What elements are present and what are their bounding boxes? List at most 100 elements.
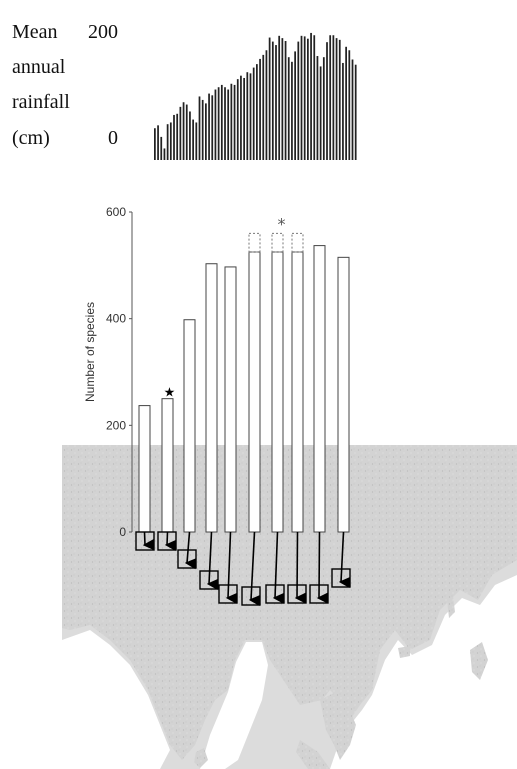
rainfall-bar	[236, 79, 239, 160]
star-marker: ★	[164, 386, 176, 401]
species-markers: ★*	[164, 214, 286, 400]
rainfall-bar	[351, 59, 354, 160]
species-axis: 600 400 200 0 Number of species	[83, 205, 133, 539]
rainfall-bars	[154, 32, 357, 161]
rainfall-bar	[307, 38, 309, 161]
rainfall-label-line-3: rainfall	[12, 91, 70, 113]
species-bar	[337, 256, 350, 533]
rainfall-bar	[205, 103, 207, 160]
rainfall-bar	[166, 124, 169, 160]
rainfall-label-line-1: Mean	[12, 21, 58, 43]
rainfall-bar	[227, 89, 230, 160]
site-arrow	[206, 531, 219, 591]
rainfall-bar	[198, 96, 201, 160]
rainfall-bar	[211, 95, 214, 160]
site-arrow	[248, 531, 261, 607]
species-bar	[205, 263, 218, 533]
species-y-axis-title: Number of species	[83, 302, 97, 402]
rainfall-bar	[185, 104, 188, 160]
rainfall-bar	[243, 77, 245, 160]
map-sea-bengal	[200, 642, 268, 769]
rainfall-bar	[281, 38, 284, 160]
rainfall-bar	[259, 58, 261, 160]
rainfall-bar	[224, 87, 226, 160]
rainfall-bar	[348, 50, 351, 161]
map-sea-arabian	[62, 630, 170, 769]
rainfall-bar	[240, 75, 242, 160]
rainfall-bar	[214, 89, 217, 160]
species-bar	[138, 405, 151, 533]
rainfall-bar	[316, 56, 319, 160]
rainfall-bar	[313, 35, 316, 160]
rainfall-bar	[246, 72, 249, 160]
rainfall-bar	[256, 64, 258, 160]
rainfall-bar	[182, 102, 185, 160]
rainfall-tick-bottom: 0	[108, 127, 118, 149]
species-bar	[271, 251, 284, 533]
rainfall-bar	[154, 128, 156, 160]
map-island-taiwan	[447, 596, 455, 618]
rainfall-bar	[179, 106, 182, 160]
rainfall-bar	[201, 99, 204, 160]
rainfall-bar	[284, 41, 287, 161]
species-bar	[224, 266, 237, 533]
map-island-philippines	[470, 642, 488, 680]
rainfall-bar	[173, 114, 175, 160]
map-background	[62, 445, 517, 769]
species-bar-dashed-extension	[291, 232, 304, 253]
rainfall-bar	[297, 41, 300, 161]
rainfall-bar	[319, 66, 322, 160]
species-arrows	[135, 531, 351, 607]
species-bar	[313, 245, 326, 533]
species-bar	[183, 319, 196, 533]
rainfall-bar	[265, 50, 268, 161]
site-arrow	[338, 531, 351, 589]
species-bar	[248, 251, 261, 533]
rainfall-bar	[326, 42, 328, 160]
species-y-tick-label: 200	[106, 418, 126, 432]
rainfall-bar	[192, 119, 194, 160]
rainfall-bar	[345, 46, 347, 160]
rainfall-bar	[275, 45, 277, 161]
map-indochina	[320, 692, 356, 760]
map-sea-southchina	[330, 575, 517, 769]
asterisk-marker: *	[278, 214, 286, 233]
rainfall-bar	[157, 125, 159, 160]
rainfall-bar	[291, 61, 293, 161]
species-bar-dashed-extension	[271, 232, 284, 253]
rainfall-tick-top: 200	[88, 21, 118, 43]
site-arrow	[294, 531, 307, 604]
rainfall-bar	[252, 67, 255, 160]
rainfall-bar	[169, 122, 172, 160]
species-bar	[291, 251, 304, 533]
species-bar	[161, 398, 174, 533]
rainfall-bar	[189, 111, 191, 160]
rainfall-bar	[338, 39, 341, 160]
species-bar-dashed-extension	[248, 232, 261, 253]
rainfall-bar	[249, 73, 252, 160]
map-island-hainan	[398, 646, 410, 658]
rainfall-bar	[294, 51, 296, 160]
rainfall-bar	[217, 87, 220, 160]
rainfall-bar	[303, 36, 306, 160]
site-arrow	[272, 531, 285, 604]
rainfall-bar	[278, 35, 281, 160]
rainfall-bar	[335, 38, 338, 160]
species-bars	[138, 232, 350, 533]
rainfall-bar	[310, 32, 312, 160]
rainfall-bar	[329, 35, 332, 160]
site-arrow	[164, 531, 177, 551]
site-arrow	[225, 531, 238, 604]
site-arrow	[184, 531, 197, 570]
rainfall-bar	[300, 35, 303, 160]
rainfall-label-line-4: (cm)	[12, 127, 50, 149]
rainfall-bar	[322, 57, 325, 160]
species-y-tick-label: 0	[119, 525, 126, 539]
rainfall-bar	[262, 54, 265, 160]
rainfall-bar	[354, 64, 357, 160]
rainfall-bar	[220, 84, 223, 160]
rainfall-bar	[271, 41, 274, 161]
rainfall-bar	[208, 93, 210, 160]
